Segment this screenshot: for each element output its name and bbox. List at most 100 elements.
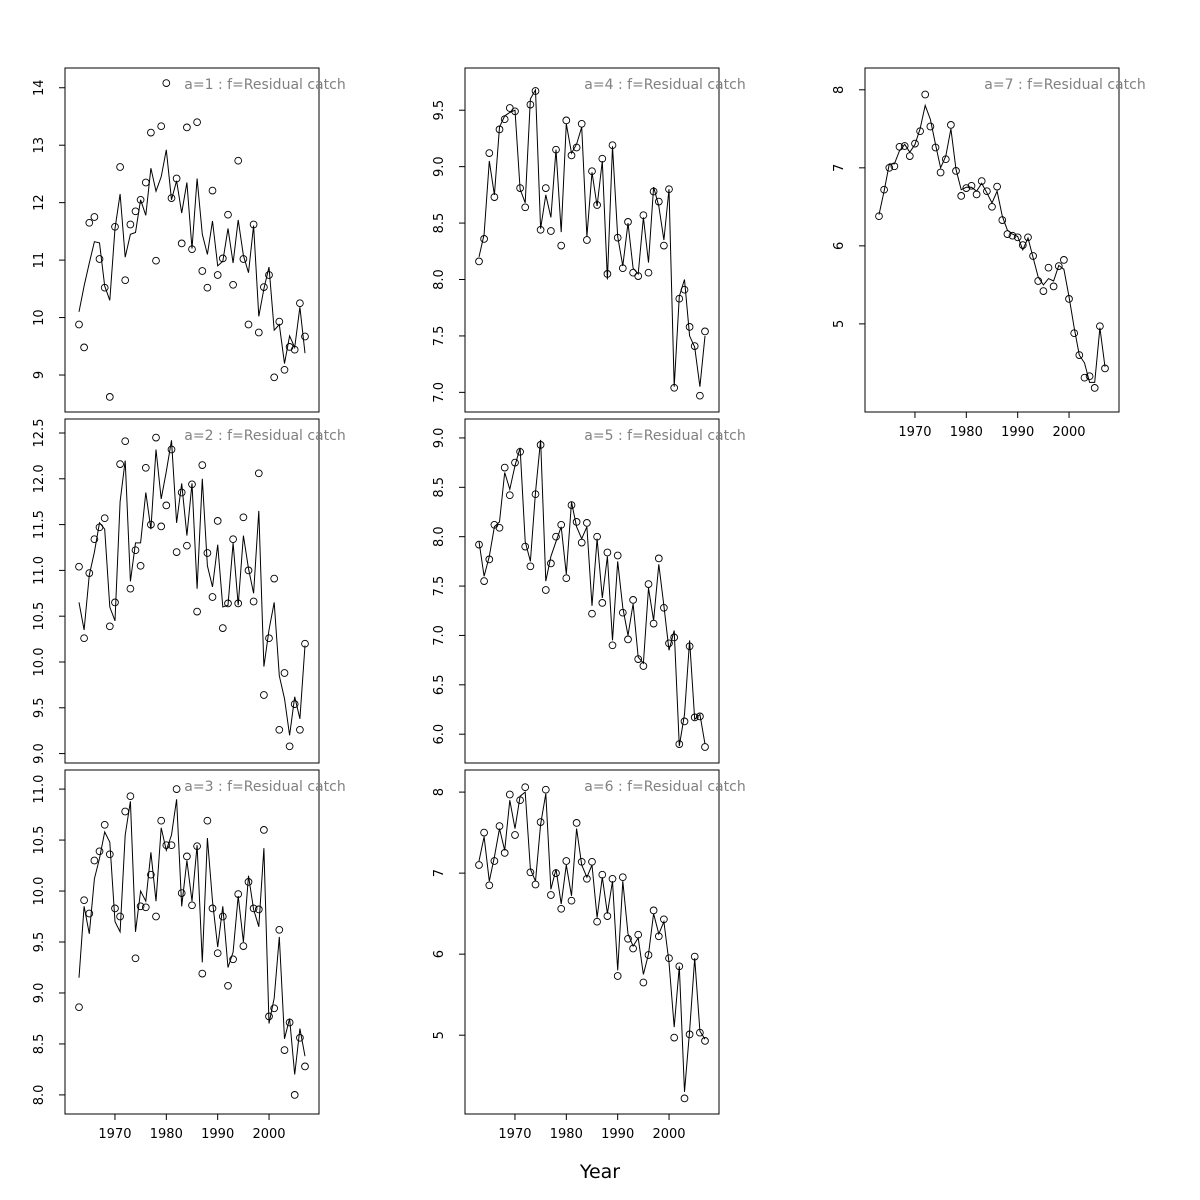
observed-point xyxy=(80,634,88,643)
y-tick-label: 14 xyxy=(32,79,47,96)
observed-point xyxy=(203,816,212,825)
observed-point xyxy=(572,819,581,827)
observed-point xyxy=(916,127,924,136)
y-tick-label: 10.0 xyxy=(32,648,47,677)
observed-point xyxy=(126,220,135,229)
observed-point xyxy=(280,669,289,677)
observed-point xyxy=(90,856,99,865)
observed-point xyxy=(516,796,524,805)
observed-point xyxy=(577,538,586,547)
y-tick-label: 8.5 xyxy=(32,1034,47,1055)
panel-a6: 5 6 7 8 1970 1980 1990 2000 a=6 : f=Residual cat… xyxy=(432,769,746,1142)
panel-a4: 7.0 7.5 8.0 8.5 9.0 9.5 a=4 : f=Residual catch xyxy=(432,67,746,413)
observed-point xyxy=(172,174,181,183)
observed-point xyxy=(511,458,519,467)
y-tick-label: 7.0 xyxy=(432,382,447,403)
panel-title: a=1 : f=Residual catch xyxy=(184,77,345,93)
observed-point xyxy=(526,868,535,877)
observed-point xyxy=(962,184,971,192)
observed-point xyxy=(188,480,196,489)
observed-point xyxy=(696,391,704,400)
observed-point xyxy=(654,932,663,941)
y-tick-label: 9 xyxy=(32,371,47,379)
observed-point xyxy=(618,608,627,617)
y-tick-label: 7 xyxy=(832,164,847,172)
observed-point xyxy=(644,580,653,588)
observed-point xyxy=(95,523,104,532)
observed-point xyxy=(296,299,304,308)
observed-point xyxy=(260,826,268,834)
observed-point xyxy=(490,193,499,201)
observed-point xyxy=(234,599,243,608)
observed-point xyxy=(562,116,571,125)
observed-point xyxy=(141,903,150,912)
observed-point xyxy=(162,841,171,850)
y-tick-label: 5 xyxy=(432,1031,447,1039)
observed-point xyxy=(654,197,663,206)
observed-point xyxy=(696,712,704,721)
observed-point xyxy=(583,874,591,883)
observed-point xyxy=(480,828,488,837)
observed-point xyxy=(172,785,181,793)
observed-point xyxy=(100,820,109,829)
x-tick-label: 2000 xyxy=(252,1127,285,1142)
observed-point xyxy=(275,317,284,326)
observed-point xyxy=(526,100,535,109)
observed-point xyxy=(121,276,130,285)
observed-point xyxy=(947,121,955,129)
observed-point xyxy=(183,541,191,550)
observed-point xyxy=(1070,329,1079,338)
observed-point xyxy=(608,874,617,883)
observed-point xyxy=(301,332,309,341)
observed-point xyxy=(275,725,284,734)
observed-point xyxy=(249,220,258,229)
observed-point xyxy=(218,912,227,921)
y-tick-label: 9.5 xyxy=(32,697,47,718)
observed-point xyxy=(500,849,509,857)
panel-title: a=2 : f=Residual catch xyxy=(184,428,345,444)
observed-point xyxy=(1029,252,1037,260)
panel-title: a=5 : f=Residual catch xyxy=(584,428,745,444)
observed-point xyxy=(213,949,222,958)
observed-point xyxy=(557,904,566,913)
observed-point xyxy=(480,235,488,243)
observed-point xyxy=(634,930,643,939)
observed-point xyxy=(136,561,145,570)
observed-point xyxy=(188,245,196,254)
observed-point xyxy=(1085,372,1094,381)
observed-point xyxy=(213,517,222,525)
observed-point xyxy=(972,190,981,199)
observed-point xyxy=(516,447,524,456)
y-tick-label: 9.0 xyxy=(32,743,47,764)
observed-point xyxy=(229,535,237,544)
observed-point xyxy=(583,236,591,244)
observed-point xyxy=(121,807,130,816)
observed-point xyxy=(941,155,950,164)
y-tick-label: 8.5 xyxy=(432,213,447,234)
observed-point xyxy=(1080,373,1089,382)
observed-point xyxy=(562,574,571,583)
observed-point xyxy=(90,213,99,221)
observed-point xyxy=(116,163,124,171)
observed-point xyxy=(613,551,622,560)
observed-point xyxy=(690,952,699,961)
y-tick-label: 10 xyxy=(32,309,47,326)
observed-point xyxy=(598,870,607,879)
observed-point xyxy=(490,857,499,865)
observed-point xyxy=(218,254,227,263)
observed-point xyxy=(660,603,668,612)
plot-frame xyxy=(64,67,320,413)
x-tick-label: 2000 xyxy=(652,1127,685,1142)
observed-point xyxy=(203,283,212,292)
observed-point xyxy=(229,955,237,964)
observed-point xyxy=(270,373,279,382)
observed-point xyxy=(218,624,227,632)
observed-point xyxy=(685,1030,694,1039)
observed-point xyxy=(521,783,530,792)
observed-point xyxy=(280,365,289,374)
observed-point xyxy=(234,156,243,165)
observed-point xyxy=(203,549,212,557)
observed-point xyxy=(1054,262,1063,270)
observed-point xyxy=(260,283,268,291)
observed-point xyxy=(162,79,171,87)
